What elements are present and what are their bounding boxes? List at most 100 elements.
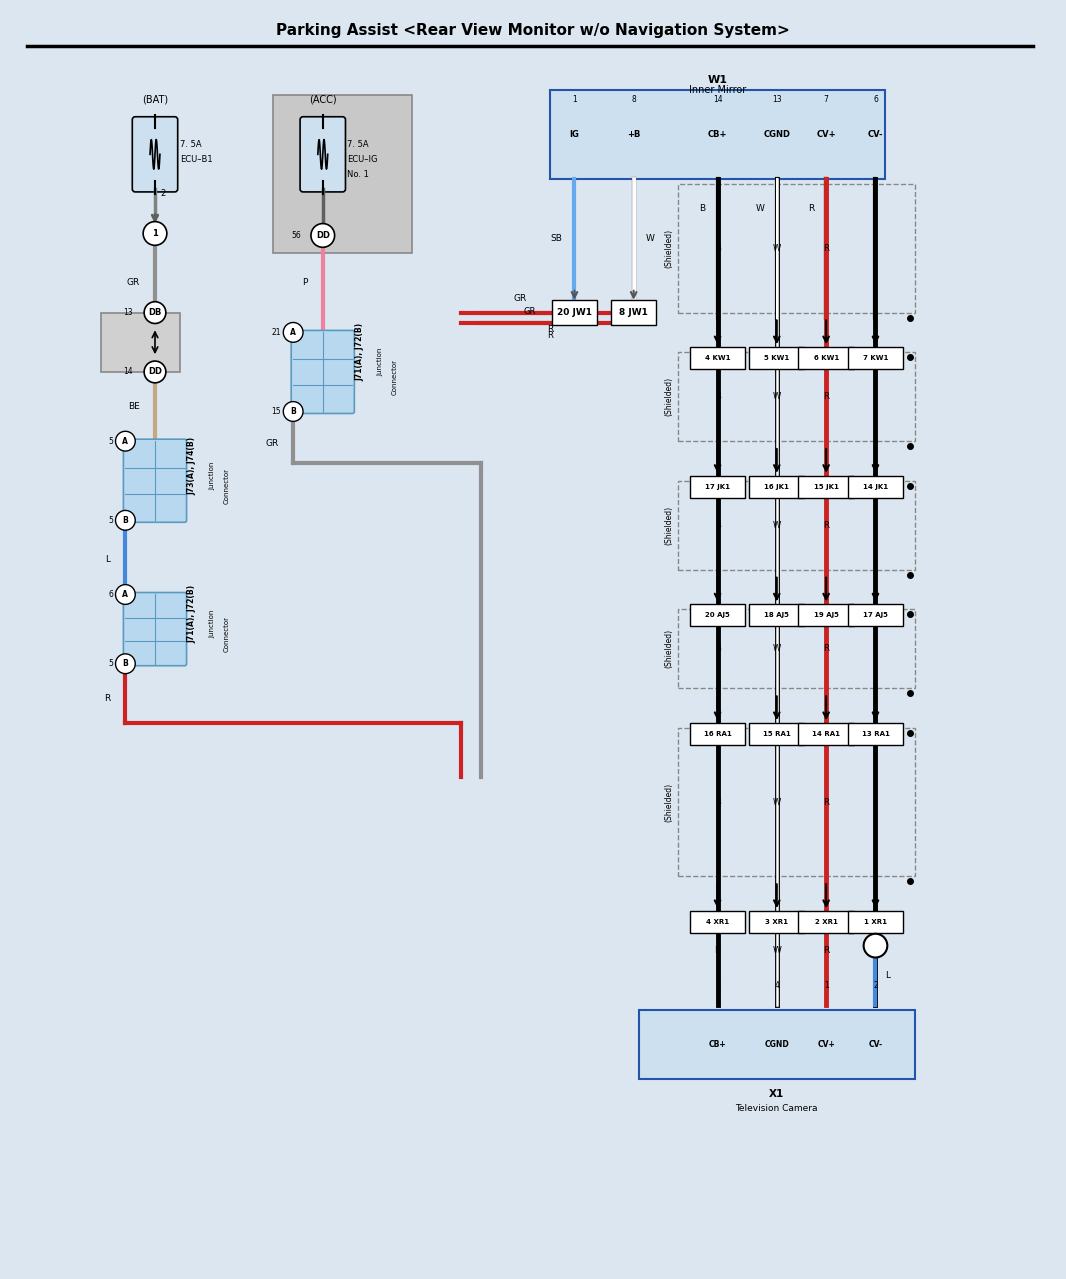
FancyBboxPatch shape [124,592,187,665]
Text: R: R [808,205,814,214]
Bar [847,347,903,368]
Text: 8 JW1: 8 JW1 [619,308,648,317]
Text: R: R [547,325,553,334]
Bar [678,728,915,876]
Text: J71(A), J72(B): J71(A), J72(B) [355,324,365,381]
Text: R: R [823,946,829,955]
Text: (Shielded): (Shielded) [664,229,673,267]
Text: IG: IG [569,130,580,139]
Bar [798,347,854,368]
Bar [749,723,805,744]
Text: (Shielded): (Shielded) [664,783,673,822]
Text: No. 1: No. 1 [348,170,369,179]
Text: 5: 5 [109,436,114,445]
Circle shape [284,322,303,343]
Text: 13 RA1: 13 RA1 [861,732,889,737]
Bar [690,605,745,627]
Text: B: B [714,946,721,955]
Text: B: B [714,798,721,807]
Text: 6: 6 [873,96,878,105]
Bar [749,605,805,627]
Text: 13: 13 [772,96,781,105]
Text: CV+: CV+ [817,130,836,139]
Text: 14 JK1: 14 JK1 [862,483,888,490]
Text: CB+: CB+ [709,1040,726,1049]
Text: 16 RA1: 16 RA1 [704,732,731,737]
Bar [639,1010,915,1079]
Text: 14: 14 [124,367,133,376]
Text: Inner Mirror: Inner Mirror [689,84,746,95]
Text: 6: 6 [109,590,114,599]
Bar [847,723,903,744]
Bar [552,301,597,325]
Text: 7 KW1: 7 KW1 [862,356,888,361]
Text: B: B [123,515,128,524]
Text: W1: W1 [708,75,728,86]
Text: 7. 5A: 7. 5A [180,139,201,148]
Text: 16 JK1: 16 JK1 [764,483,789,490]
Text: W: W [773,521,781,530]
Text: B: B [714,521,721,530]
Text: 7: 7 [824,96,828,105]
Text: A: A [290,327,296,336]
Text: R: R [104,693,111,703]
Circle shape [115,654,135,674]
FancyBboxPatch shape [124,439,187,522]
Text: R: R [823,645,829,654]
Text: Connector: Connector [392,359,398,395]
Text: B: B [714,393,721,402]
Text: 14: 14 [713,96,723,105]
Circle shape [115,431,135,451]
Text: (Shielded): (Shielded) [664,377,673,416]
Bar [690,723,745,744]
Bar [749,347,805,368]
Bar [847,911,903,932]
Text: 1: 1 [572,96,577,105]
Text: CV+: CV+ [818,1040,835,1049]
Circle shape [144,361,166,382]
FancyBboxPatch shape [291,330,354,413]
Text: 19 AJ5: 19 AJ5 [813,613,839,618]
Text: B: B [123,659,128,668]
Text: W: W [773,798,781,807]
Text: (Shielded): (Shielded) [664,505,673,545]
Bar [798,605,854,627]
Text: ECU–B1: ECU–B1 [180,155,212,164]
Text: Junction: Junction [209,610,215,638]
Text: Junction: Junction [377,348,383,376]
Circle shape [311,224,335,247]
Text: Connector: Connector [224,616,230,652]
Bar [273,95,411,253]
Text: 21: 21 [272,327,281,336]
Text: 5: 5 [109,659,114,668]
Text: 18 AJ5: 18 AJ5 [764,613,789,618]
Text: 4 KW1: 4 KW1 [705,356,730,361]
Text: SB: SB [551,234,563,243]
Circle shape [143,221,167,246]
Circle shape [115,585,135,605]
Text: 2 XR1: 2 XR1 [814,918,838,925]
Bar [690,347,745,368]
Text: W: W [773,946,781,955]
Text: GR: GR [514,294,527,303]
Text: 7. 5A: 7. 5A [348,139,369,148]
Text: 2: 2 [873,981,878,990]
Text: 15 JK1: 15 JK1 [813,483,839,490]
Bar [749,911,805,932]
Text: Parking Assist <Rear View Monitor w/o Navigation System>: Parking Assist <Rear View Monitor w/o Na… [276,23,790,38]
Text: CV-: CV- [869,1040,883,1049]
Text: 15 RA1: 15 RA1 [763,732,791,737]
Bar [798,476,854,498]
Bar [678,609,915,688]
Text: B: B [699,205,706,214]
Text: DD: DD [148,367,162,376]
Text: 1: 1 [824,981,828,990]
Circle shape [863,934,887,958]
Text: ECU–IG: ECU–IG [348,155,378,164]
Circle shape [115,510,135,531]
Text: (ACC): (ACC) [309,95,337,105]
Text: W: W [773,645,781,654]
Text: 13: 13 [124,308,133,317]
Text: 8: 8 [631,96,636,105]
Text: BE: BE [128,402,141,411]
